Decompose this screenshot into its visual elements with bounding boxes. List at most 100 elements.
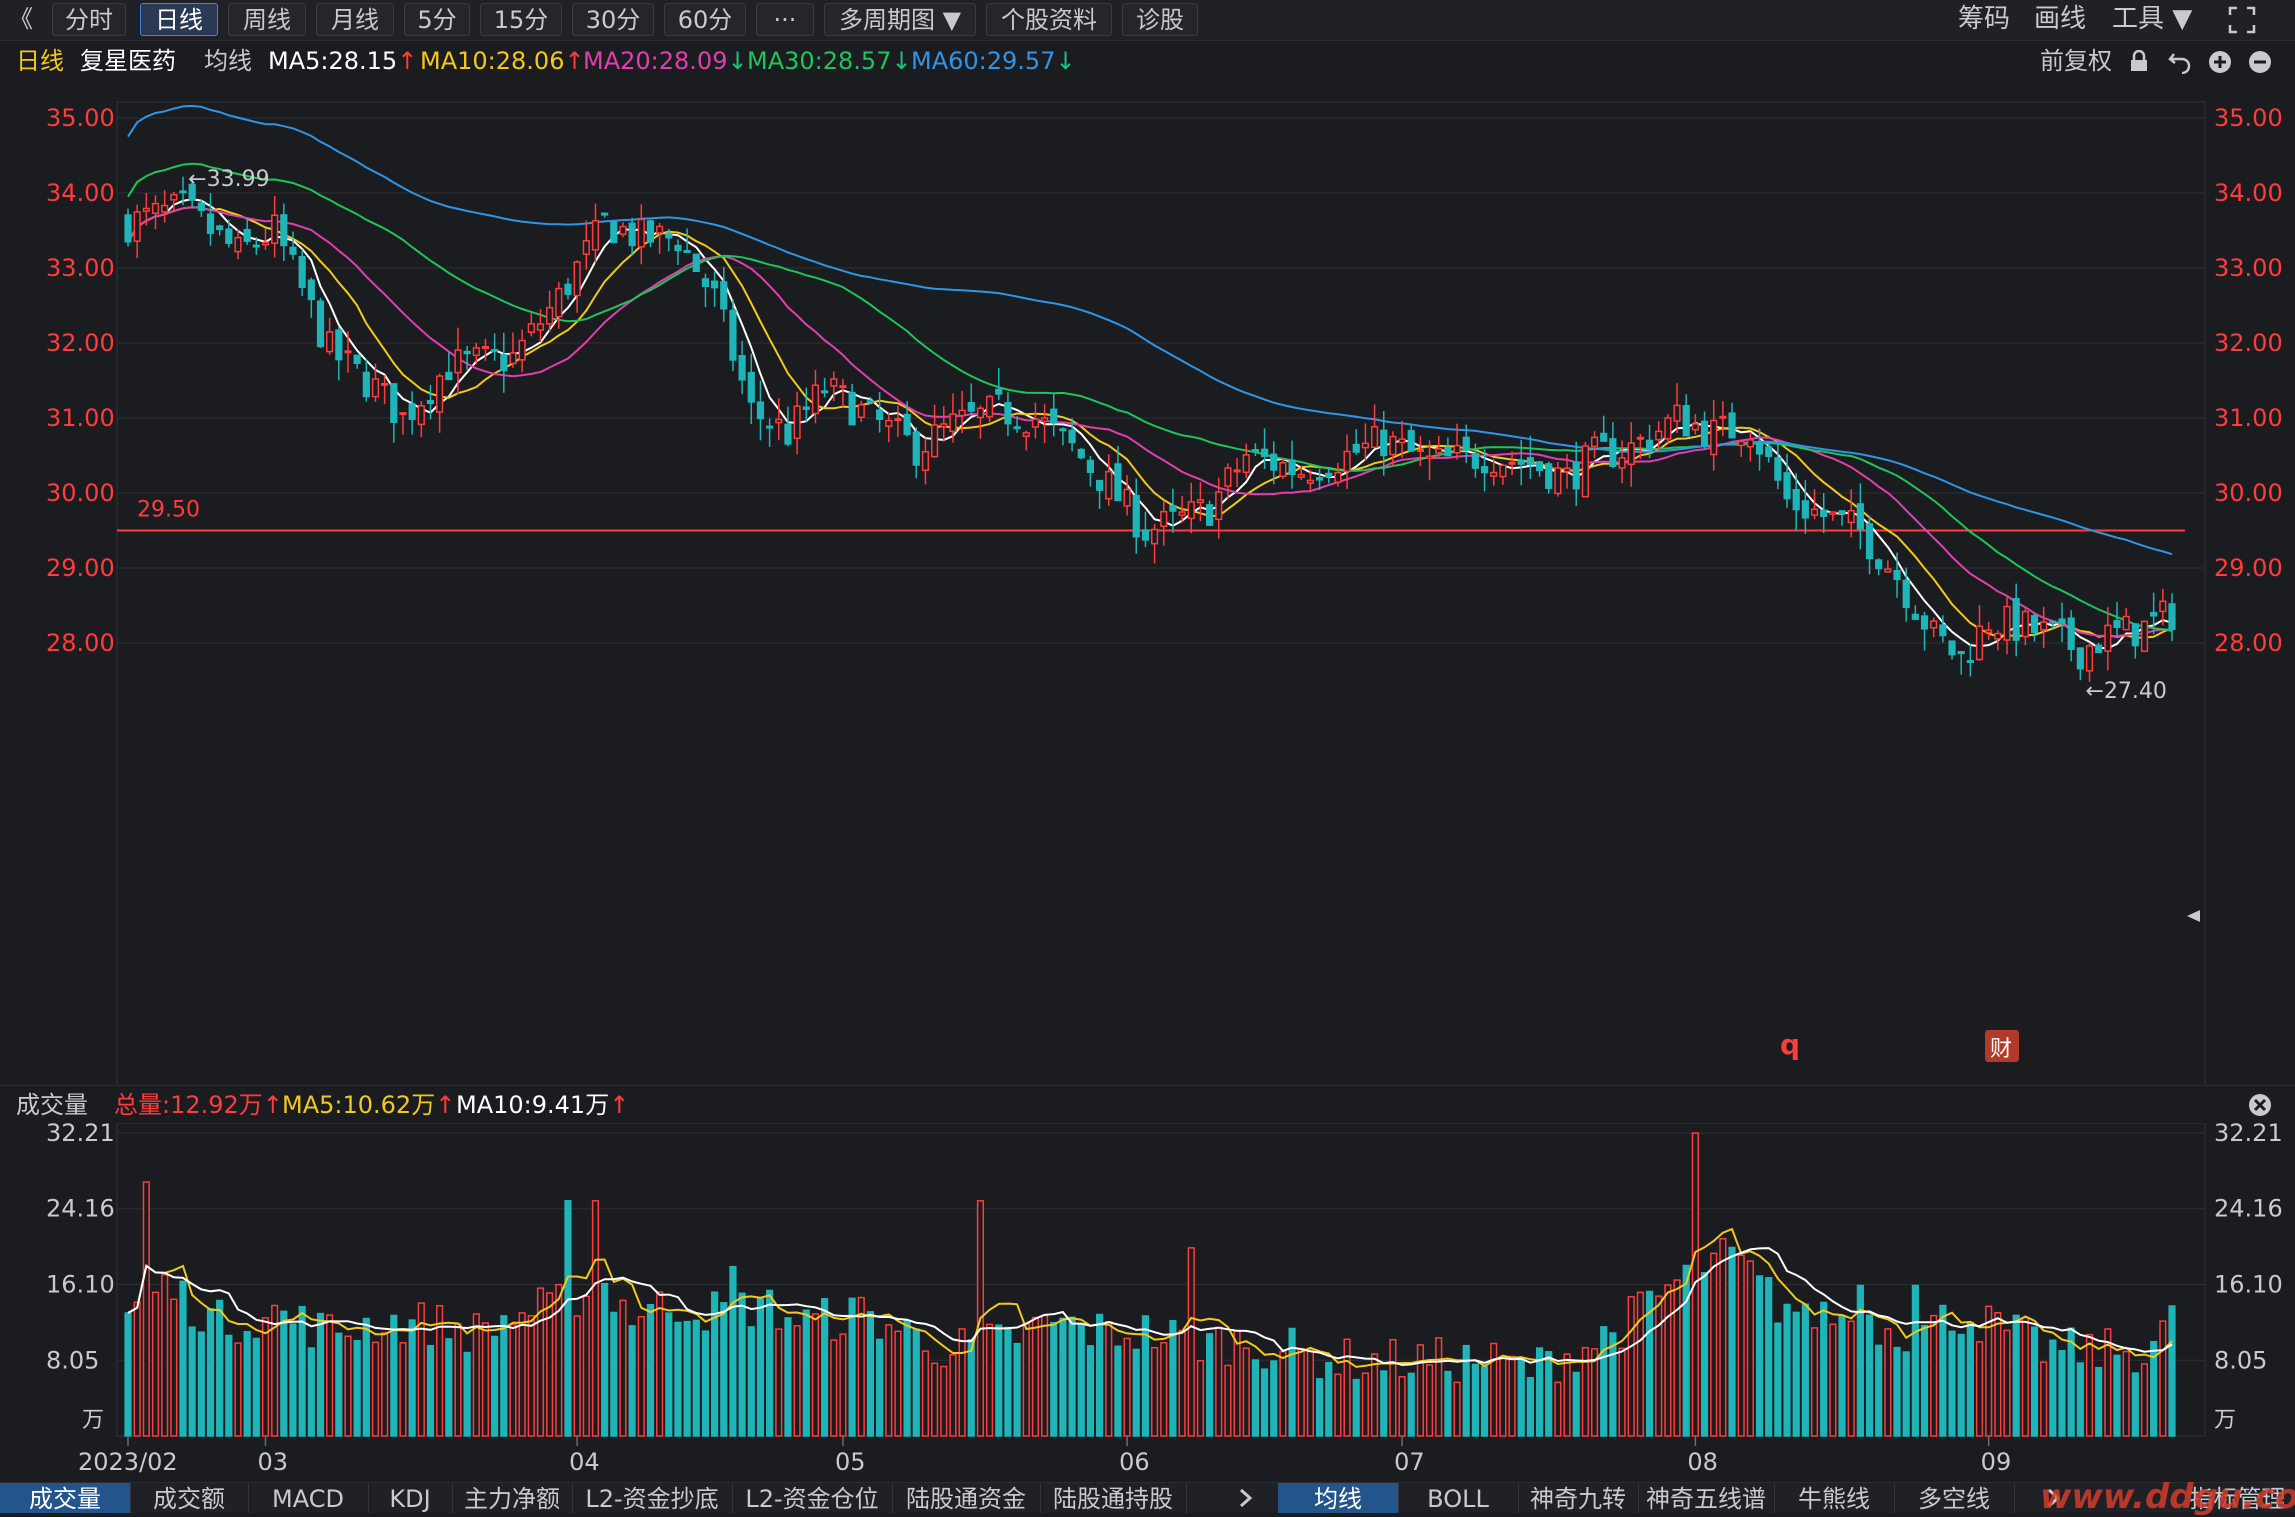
candle-body[interactable] (1920, 615, 1929, 630)
indicator-tab-6[interactable]: L2-资金仓位 (732, 1483, 893, 1513)
candle-body[interactable] (1425, 455, 1434, 459)
candle-body[interactable] (1590, 436, 1599, 448)
tab-intraday[interactable]: 分时 (52, 3, 126, 36)
volume-bar[interactable] (1114, 1345, 1122, 1437)
candle-body[interactable] (1966, 659, 1974, 663)
volume-bar[interactable] (2104, 1328, 2112, 1437)
candle-body[interactable] (1169, 505, 1177, 512)
candle-body[interactable] (1306, 479, 1314, 484)
volume-bar[interactable] (1682, 1264, 1690, 1437)
candle-body[interactable] (298, 256, 306, 288)
volume-bar[interactable] (2049, 1339, 2057, 1437)
candle-body[interactable] (1114, 463, 1122, 502)
volume-bar[interactable] (830, 1339, 838, 1437)
volume-bar[interactable] (967, 1339, 975, 1437)
volume-bar[interactable] (2076, 1362, 2084, 1437)
candle-body[interactable] (1957, 650, 1965, 655)
tab-weekly[interactable]: 周线 (228, 3, 306, 36)
volume-bar[interactable] (1343, 1338, 1351, 1437)
volume-bar[interactable] (1435, 1337, 1443, 1437)
tab-5min[interactable]: 5分 (404, 3, 470, 36)
volume-bar[interactable] (454, 1323, 462, 1437)
volume-bar[interactable] (1462, 1344, 1470, 1437)
candle-body[interactable] (628, 222, 636, 247)
volume-bar[interactable] (1865, 1314, 1874, 1437)
candle-body[interactable] (2085, 645, 2094, 672)
candle-body[interactable] (912, 431, 920, 466)
volume-bar[interactable] (894, 1330, 902, 1437)
candle-body[interactable] (1902, 579, 1910, 609)
candle-body[interactable] (766, 425, 774, 429)
volume-bar[interactable] (491, 1335, 499, 1437)
volume-bar[interactable] (1444, 1370, 1452, 1437)
candle-body[interactable] (1810, 508, 1819, 516)
multi-period-dropdown[interactable]: 多周期图 ▼ (824, 3, 976, 36)
stock-profile-button[interactable]: 个股资料 (986, 3, 1112, 36)
candle-body[interactable] (582, 240, 590, 255)
candle-body[interactable] (1205, 504, 1214, 526)
candle-body[interactable] (857, 404, 865, 418)
candle-body[interactable] (747, 371, 755, 403)
candle-body[interactable] (261, 241, 270, 246)
candle-body[interactable] (206, 213, 215, 234)
q-event-marker[interactable]: q (1780, 1028, 1800, 1061)
candle-body[interactable] (2159, 600, 2167, 613)
volume-bar[interactable] (2159, 1320, 2167, 1437)
candle-body[interactable] (784, 423, 792, 445)
candle-body[interactable] (2003, 605, 2011, 641)
candle-body[interactable] (1783, 472, 1791, 500)
volume-bar[interactable] (1380, 1370, 1388, 1437)
volume-bars[interactable] (124, 1132, 2176, 1437)
candle-body[interactable] (142, 207, 150, 212)
overlay-tab-0[interactable]: 均线 (1278, 1483, 1399, 1513)
candle-body[interactable] (1380, 429, 1388, 457)
volume-bar[interactable] (399, 1342, 407, 1437)
chevron-right-icon-2[interactable] (2044, 1487, 2064, 1509)
volume-bar[interactable] (784, 1317, 792, 1437)
candle-body[interactable] (775, 418, 783, 424)
volume-bar[interactable] (1627, 1296, 1635, 1437)
candle-body[interactable] (1829, 511, 1837, 515)
candle-body[interactable] (958, 409, 966, 417)
candle-body[interactable] (216, 225, 224, 231)
volume-bar[interactable] (1875, 1344, 1883, 1437)
candle-body[interactable] (1453, 444, 1461, 454)
volume-bar[interactable] (1746, 1260, 1754, 1437)
overlay-tab-4[interactable]: 牛熊线 (1774, 1483, 1895, 1513)
volume-bar[interactable] (2113, 1354, 2121, 1437)
volume-bar[interactable] (683, 1320, 691, 1437)
volume-bar[interactable] (1187, 1247, 1195, 1437)
volume-bar[interactable] (289, 1323, 297, 1437)
candle-body[interactable] (1050, 408, 1058, 424)
candle-body[interactable] (527, 323, 535, 333)
candle-body[interactable] (252, 244, 260, 248)
volume-bar[interactable] (2030, 1326, 2039, 1437)
candle-body[interactable] (426, 399, 435, 405)
volume-bar[interactable] (1334, 1373, 1342, 1437)
volume-bar[interactable] (445, 1338, 453, 1437)
volume-bar[interactable] (1710, 1252, 1718, 1437)
candle-body[interactable] (1627, 442, 1635, 466)
candle-body[interactable] (1132, 494, 1140, 538)
candle-body[interactable] (1884, 568, 1892, 573)
volume-bar[interactable] (1499, 1357, 1507, 1437)
volume-bar[interactable] (747, 1326, 755, 1437)
volume-bar[interactable] (885, 1324, 893, 1437)
candle-body[interactable] (1242, 454, 1250, 474)
candle-body[interactable] (1435, 448, 1443, 454)
volume-bar[interactable] (921, 1350, 930, 1437)
candle-body[interactable] (1563, 467, 1571, 473)
volume-bar[interactable] (1645, 1290, 1654, 1437)
candle-body[interactable] (234, 236, 242, 253)
lock-icon[interactable] (2128, 50, 2150, 72)
volume-bar[interactable] (1600, 1326, 1608, 1437)
volume-bar[interactable] (665, 1312, 673, 1437)
volume-bar[interactable] (1169, 1319, 1177, 1437)
volume-bar[interactable] (463, 1351, 471, 1437)
candle-body[interactable] (2095, 644, 2103, 654)
volume-bar[interactable] (1792, 1311, 1800, 1437)
candle-body[interactable] (701, 278, 710, 287)
volume-bar[interactable] (1563, 1353, 1571, 1437)
volume-bar[interactable] (1398, 1376, 1406, 1437)
candle-body[interactable] (1187, 501, 1195, 520)
